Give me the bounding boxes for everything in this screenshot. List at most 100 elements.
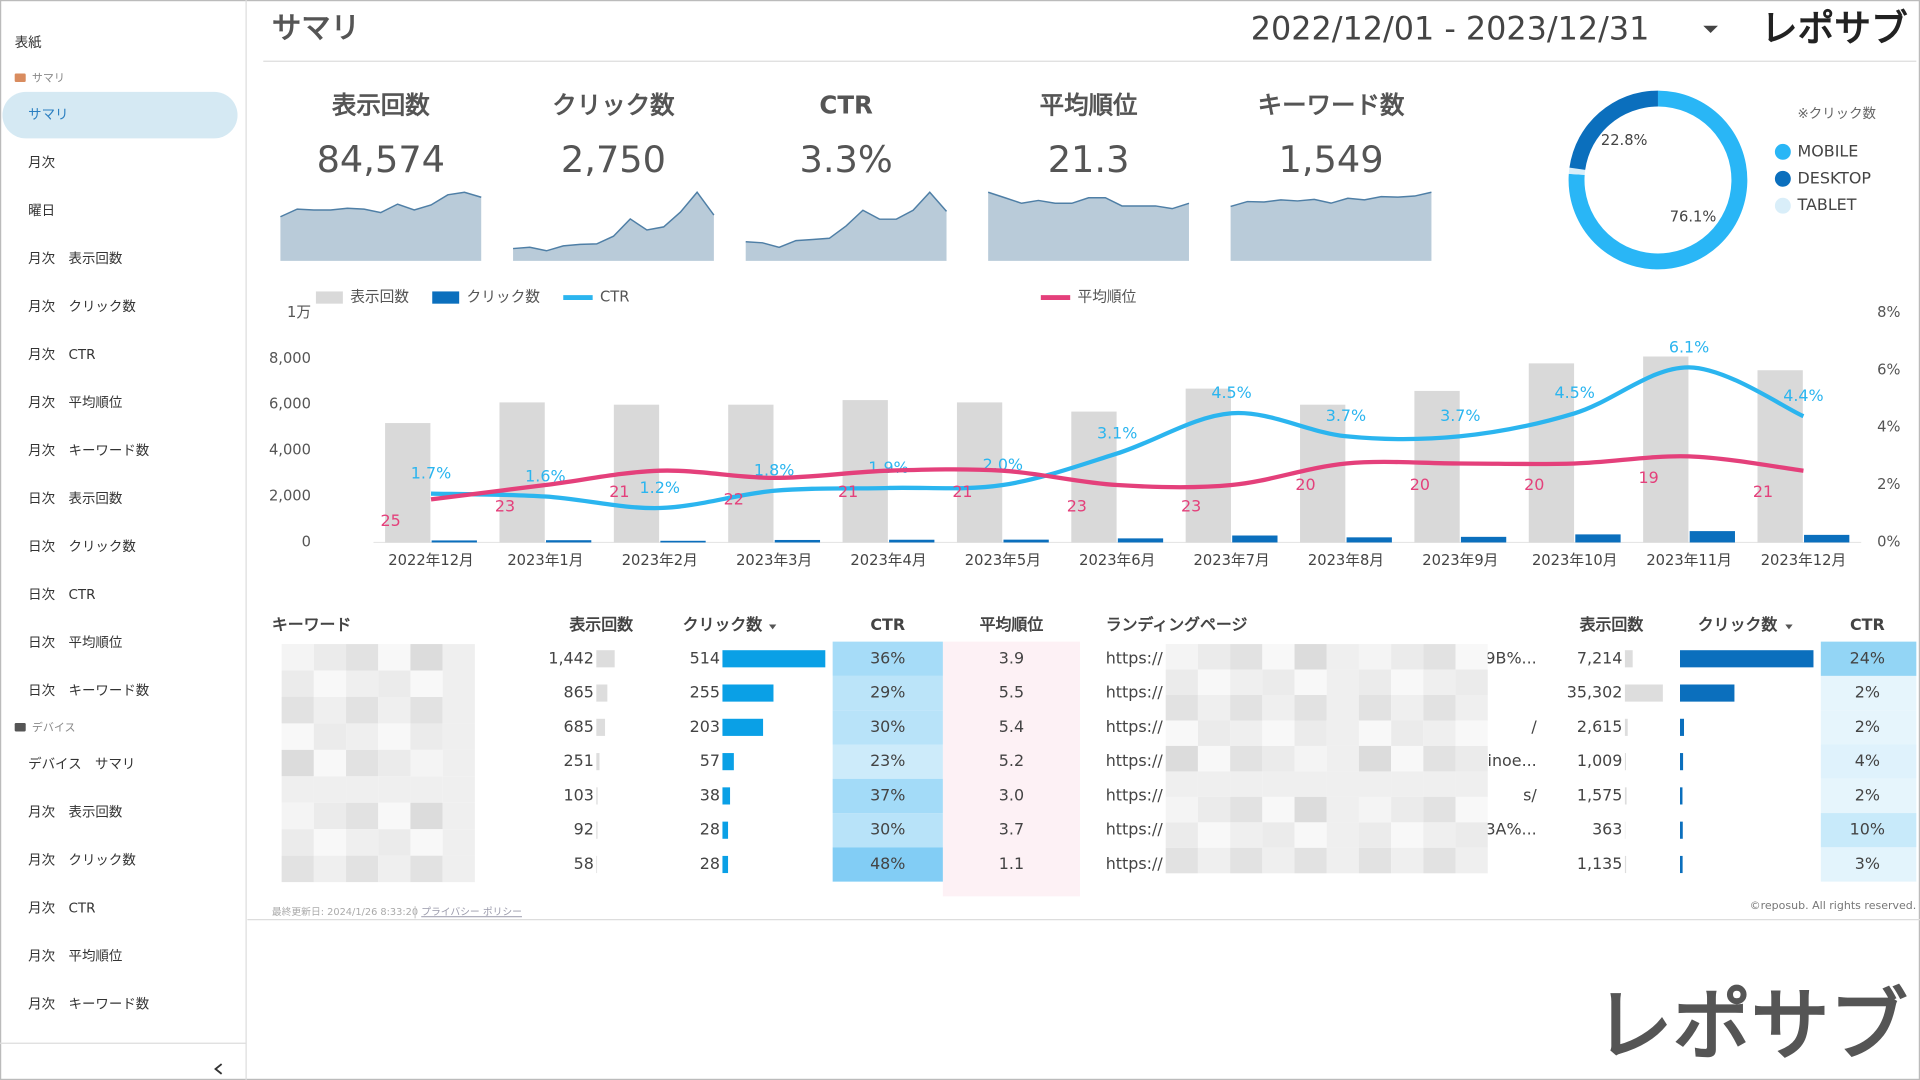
mosaic-block <box>1165 822 1198 848</box>
position-label: 21 <box>838 482 858 501</box>
mosaic-block <box>442 723 475 750</box>
table-header[interactable]: CTR <box>870 615 905 634</box>
section-icon <box>14 722 26 732</box>
sparkline-area <box>1230 192 1432 261</box>
kpi-label: CTR <box>819 91 873 120</box>
nav-item[interactable]: 月次 CTR <box>28 347 95 363</box>
bar <box>1575 534 1621 543</box>
donut-note: ※クリック数 <box>1797 106 1876 122</box>
nav-item[interactable]: 月次 CTR <box>28 901 95 917</box>
y2-tick-label: 2% <box>1877 476 1900 493</box>
mosaic-block <box>1455 796 1488 823</box>
nav-item[interactable]: 曜日 <box>28 204 55 219</box>
clicks-bar <box>722 787 731 805</box>
cell-ctr: 4% <box>1855 751 1880 770</box>
cell-position: 3.9 <box>999 648 1024 667</box>
mosaic-block <box>1358 745 1392 772</box>
table-header[interactable]: クリック数 <box>1698 615 1778 634</box>
x-tick-label: 2023年10月 <box>1532 552 1617 569</box>
legend-label: 平均順位 <box>1078 289 1137 306</box>
mosaic-block <box>1358 771 1392 797</box>
collapse-icon[interactable] <box>214 1063 223 1075</box>
legend-label: CTR <box>600 289 629 306</box>
mosaic-block <box>1358 644 1392 670</box>
nav-item[interactable]: 月次 平均順位 <box>28 395 122 411</box>
mosaic-block <box>378 644 411 671</box>
table-header[interactable]: 表示回数 <box>568 615 633 634</box>
mosaic-block <box>1230 822 1263 848</box>
bar <box>1689 531 1735 543</box>
nav-item[interactable]: 月次 クリック数 <box>28 299 136 315</box>
section-title: サマリ <box>32 71 65 84</box>
nav-item[interactable]: 月次 キーワード数 <box>28 443 150 459</box>
cell-url[interactable]: https:// <box>1106 648 1164 667</box>
donut-slice <box>1569 90 1658 170</box>
nav-item[interactable]: 日次 平均順位 <box>28 635 122 651</box>
date-dropdown-icon[interactable] <box>1703 25 1718 34</box>
mosaic-block <box>313 723 347 750</box>
clicks-bar <box>1680 753 1684 771</box>
nav-item[interactable]: 日次 表示回数 <box>28 491 123 507</box>
nav-item[interactable]: 月次 クリック数 <box>28 853 136 869</box>
cell-url[interactable]: https:// <box>1106 785 1164 804</box>
table-header[interactable]: 表示回数 <box>1579 615 1644 634</box>
bar <box>1528 363 1575 543</box>
cell-clicks: 255 <box>690 683 720 702</box>
mosaic-block <box>1262 695 1295 721</box>
nav-item[interactable]: 日次 キーワード数 <box>28 683 150 699</box>
mosaic-block <box>281 802 314 830</box>
nav-item[interactable]: 日次 クリック数 <box>28 539 136 555</box>
cell-url[interactable]: https:// <box>1106 683 1164 702</box>
cover-link[interactable]: 表紙 <box>15 35 42 51</box>
y2-tick-label: 8% <box>1877 304 1900 321</box>
table-header: キーワード <box>272 615 352 634</box>
cell-position: 5.2 <box>999 751 1024 770</box>
mosaic-block <box>378 829 411 856</box>
position-label: 20 <box>1410 475 1430 494</box>
ctr-cell-bg <box>832 778 943 814</box>
table-header[interactable]: 平均順位 <box>980 615 1044 634</box>
sort-icon[interactable] <box>1785 624 1793 630</box>
mosaic-block <box>1262 745 1295 772</box>
nav-item[interactable]: 月次 表示回数 <box>28 251 123 267</box>
nav-item[interactable]: 月次 表示回数 <box>28 805 123 821</box>
mosaic-block <box>410 696 443 724</box>
nav-item[interactable]: 日次 CTR <box>28 587 95 603</box>
cell-impressions: 1,135 <box>1577 854 1623 873</box>
nav-item[interactable]: 月次 キーワード数 <box>28 997 150 1013</box>
mosaic-block <box>1423 796 1456 823</box>
nav-item[interactable]: 月次 <box>28 155 55 171</box>
cell-url[interactable]: https:// <box>1106 751 1164 770</box>
cell-ctr: 2% <box>1855 683 1880 702</box>
cell-url[interactable]: https:// <box>1106 854 1164 873</box>
mosaic-block <box>410 776 443 803</box>
mosaic-block <box>313 696 347 724</box>
cell-clicks: 38 <box>700 785 720 804</box>
clicks-bar <box>722 650 826 668</box>
privacy-link[interactable]: プライバシー ポリシー <box>421 906 522 918</box>
table-header[interactable]: CTR <box>1850 615 1885 634</box>
cell-ctr: 3% <box>1855 854 1880 873</box>
mosaic-block <box>1326 745 1359 772</box>
position-column-bg <box>942 641 1081 897</box>
mosaic-block <box>1391 771 1424 797</box>
mosaic-block <box>1197 745 1231 772</box>
cell-url[interactable]: https:// <box>1106 717 1164 736</box>
mosaic-block <box>346 802 379 830</box>
cell-url[interactable]: https:// <box>1106 820 1164 839</box>
mosaic-block <box>313 855 347 883</box>
date-range[interactable]: 2022/12/01 - 2023/12/31 <box>1251 10 1650 48</box>
table-header[interactable]: クリック数 <box>683 615 763 634</box>
bar <box>889 539 935 543</box>
mosaic-block <box>1197 644 1231 670</box>
nav-item[interactable]: 月次 平均順位 <box>28 949 122 965</box>
nav-item[interactable]: サマリ <box>28 108 68 123</box>
mosaic-block <box>1423 822 1456 848</box>
y-tick-label: 0 <box>302 533 311 550</box>
mosaic-block <box>410 829 443 856</box>
cell-position: 5.5 <box>999 683 1024 702</box>
section-title: デバイス <box>32 720 76 734</box>
ctr-cell-bg <box>832 641 943 676</box>
sort-icon[interactable] <box>768 624 777 630</box>
nav-item[interactable]: デバイス サマリ <box>28 756 135 773</box>
